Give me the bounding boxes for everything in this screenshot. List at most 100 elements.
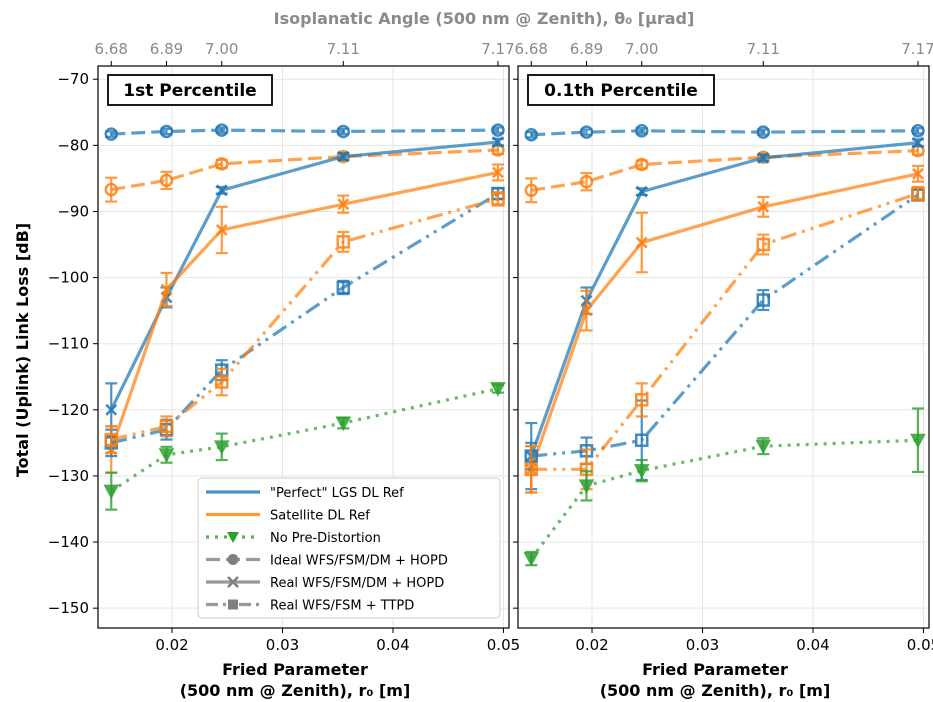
marker-wrap [490, 382, 506, 397]
data-point [214, 123, 229, 137]
marker-wrap [215, 224, 228, 236]
marker-wrap [757, 200, 770, 213]
marker-wrap [580, 304, 593, 317]
panel-1: 0.02 0.03 0.04 0.05 6.68 6.89 7.00 7.11 7.17 −150… [48, 40, 520, 654]
data-point [634, 433, 649, 447]
marker-wrap [911, 124, 925, 138]
marker-wrap [214, 157, 229, 171]
marker-wrap [523, 552, 540, 567]
panel-title-text: 0.1th Percentile [544, 81, 698, 101]
top-axis-label: Isoplanatic Angle (500 nm @ Zenith), θ₀ … [274, 9, 695, 28]
marker-wrap [524, 128, 539, 142]
data-point [633, 464, 650, 479]
grid [518, 66, 929, 628]
y-tick-label: −120 [48, 401, 89, 419]
legend-label: Real WFS/FSM/DM + HOPD [270, 576, 444, 591]
marker-wrap [579, 174, 594, 189]
marker-wrap [634, 393, 649, 407]
data-point [579, 174, 594, 189]
axes: 0.02 0.03 0.04 0.05 6.68 6.89 7.00 7.11 7.17 [513, 40, 933, 654]
error-bar [525, 177, 538, 204]
error-bar [215, 367, 228, 397]
series-sat-ideal [524, 143, 925, 204]
error-bar [105, 425, 118, 454]
top-tick-label: 6.89 [150, 40, 183, 58]
data-point [579, 125, 594, 139]
y-tick-label: −110 [48, 335, 89, 353]
data-point [911, 186, 925, 201]
series-lgs-real [105, 136, 504, 438]
top-tick-label: 7.00 [205, 40, 238, 58]
top-tick-label: 7.00 [625, 40, 658, 58]
series-sat-ttpd [524, 185, 925, 494]
marker-wrap [756, 125, 771, 139]
x-tick-label: 0.03 [266, 636, 299, 654]
x-tick-label: 0.02 [155, 636, 188, 654]
marker-wrap [214, 123, 229, 137]
x-axis-label-left-line1: Fried Parameter [222, 660, 368, 679]
data-point [159, 419, 174, 434]
data-point [635, 236, 648, 249]
data-point [104, 127, 119, 141]
marker-wrap [103, 484, 120, 500]
marker-wrap [491, 192, 505, 206]
legend-item: "Perfect" LGS DL Ref [206, 486, 404, 501]
marker-wrap [215, 184, 228, 197]
data-point [213, 440, 230, 455]
marker-wrap [336, 235, 351, 249]
series-line [531, 149, 919, 192]
data-point [214, 157, 229, 171]
legend-item: Real WFS/FSM + TTPD [206, 599, 414, 614]
marker-wrap [213, 440, 230, 455]
x-tick-label: 0.04 [376, 636, 409, 654]
data-point [104, 432, 119, 447]
y-tick-label: −130 [48, 467, 89, 485]
marker-wrap [214, 375, 229, 389]
error-bar [635, 382, 648, 418]
top-tick-label: 6.68 [95, 40, 128, 58]
data-point [104, 182, 119, 197]
marker-wrap [634, 124, 649, 138]
data-point [756, 293, 771, 307]
series-line [531, 193, 919, 458]
data-point [490, 382, 506, 397]
x-axis-label-left-line2: (500 nm @ Zenith), r₀ [m] [180, 681, 411, 700]
x-tick-label: 0.04 [796, 636, 829, 654]
marker-wrap [335, 416, 352, 432]
marker-wrap [104, 432, 119, 447]
legend: "Perfect" LGS DL Ref Satellite DL Ref No P… [197, 477, 501, 619]
series-none-none [523, 407, 926, 567]
y-tick-label: −90 [57, 202, 89, 220]
series-lgs-ideal [524, 124, 925, 142]
top-tick-label: 6.68 [515, 40, 548, 58]
plot-frame [97, 65, 510, 629]
data-point [912, 167, 924, 180]
legend-label: Satellite DL Ref [270, 509, 370, 524]
plot-frame [517, 65, 930, 629]
series-sat-ideal [104, 143, 505, 203]
data-point [635, 185, 648, 198]
data-point [910, 433, 926, 449]
marker-wrap [912, 167, 924, 180]
data-point [634, 124, 649, 138]
axes: 0.02 0.03 0.04 0.05 6.68 6.89 7.00 7.11 7.17 −150… [48, 40, 520, 654]
y-tick-label: −140 [48, 533, 89, 551]
data-point [912, 136, 924, 149]
data-point [491, 192, 505, 206]
x-tick-label: 0.05 [487, 636, 520, 654]
marker-wrap [158, 448, 175, 463]
data-point [524, 128, 539, 142]
data-point [159, 173, 174, 188]
x-tick-label: 0.03 [686, 636, 719, 654]
series-line [529, 172, 919, 470]
data-point [634, 393, 649, 407]
x-axis-labels: Fried Parameter (500 nm @ Zenith), r₀ [m… [180, 660, 831, 700]
marker-wrap [337, 150, 350, 163]
legend-label: Ideal WFS/FSM/DM + HOPD [270, 554, 448, 569]
panel-title-text: 1st Percentile [123, 81, 256, 101]
legend-item: Ideal WFS/FSM/DM + HOPD [206, 554, 448, 569]
series-sat-real [105, 163, 504, 474]
top-tick-label: 7.17 [901, 40, 933, 58]
marker-wrap [633, 464, 650, 479]
series-sat-ttpd [104, 191, 505, 454]
